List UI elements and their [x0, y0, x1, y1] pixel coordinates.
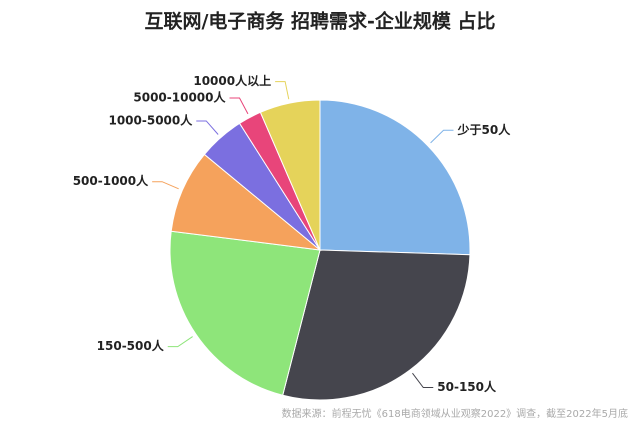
slice-label: 150-500人 — [97, 338, 165, 353]
leader-line — [275, 81, 290, 100]
source-note: 数据来源：前程无忧《618电商领域从业观察2022》调查，截至2022年5月底 — [282, 407, 628, 420]
slice-label: 50-150人 — [437, 379, 497, 394]
slice-label: 1000-5000人 — [108, 112, 193, 127]
pie-slice — [169, 230, 321, 396]
slice-label: 10000人以上 — [193, 73, 271, 88]
slice-label: 少于50人 — [457, 122, 512, 137]
slice-label: 5000-10000人 — [133, 89, 226, 104]
pie-slice — [259, 99, 321, 251]
leader-line — [430, 129, 454, 144]
leader-line — [152, 181, 179, 190]
slice-label: 500-1000人 — [73, 173, 149, 188]
pie-slice — [170, 153, 322, 251]
leader-line — [412, 372, 434, 389]
pie-slice — [282, 249, 471, 401]
pie-slice — [319, 99, 471, 256]
leader-line — [196, 120, 219, 135]
leader-line — [229, 97, 249, 115]
chart-title: 互联网/电子商务 招聘需求-企业规模 占比 — [144, 10, 495, 33]
leader-line — [167, 336, 193, 348]
